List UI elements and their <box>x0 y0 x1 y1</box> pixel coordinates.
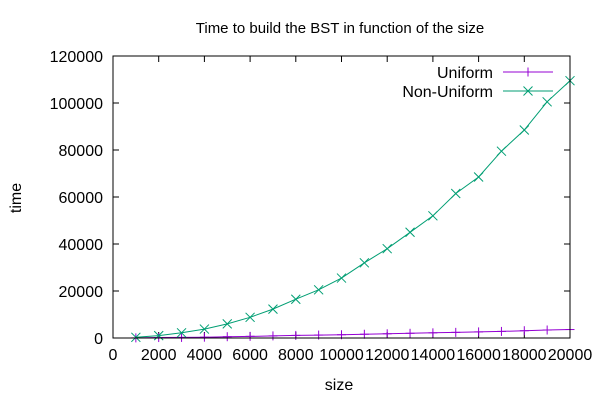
x-tick-label: 0 <box>109 347 118 364</box>
y-tick-label: 60000 <box>59 190 104 207</box>
x-tick-label: 14000 <box>411 347 456 364</box>
data-point-non-uniform <box>336 273 347 283</box>
series-line-non-uniform <box>135 80 571 338</box>
data-point-non-uniform <box>245 312 255 323</box>
legend-label-non-uniform: Non-Uniform <box>402 84 493 101</box>
data-point-non-uniform <box>542 96 553 107</box>
data-point-non-uniform <box>313 284 324 295</box>
x-axis-label: size <box>325 377 354 394</box>
data-point-uniform <box>245 331 255 341</box>
legend-label-uniform: Uniform <box>437 65 493 82</box>
data-point-non-uniform <box>268 304 278 314</box>
data-point-non-uniform <box>496 146 507 157</box>
x-tick-label: 20000 <box>548 347 593 364</box>
data-point-non-uniform <box>382 243 393 254</box>
y-tick-label: 0 <box>94 331 103 348</box>
y-tick-label: 100000 <box>50 96 103 113</box>
data-point-non-uniform <box>153 330 164 341</box>
data-point-uniform <box>268 331 278 341</box>
data-point-uniform <box>359 329 369 339</box>
data-point-uniform <box>474 327 484 337</box>
data-point-non-uniform <box>405 227 415 238</box>
data-point-uniform <box>222 332 232 342</box>
y-tick-label: 120000 <box>50 49 103 66</box>
data-point-non-uniform <box>428 210 438 221</box>
data-point-non-uniform <box>450 188 461 199</box>
data-point-non-uniform <box>222 319 233 329</box>
data-point-uniform <box>199 332 209 342</box>
x-tick-label: 8000 <box>278 347 314 364</box>
data-point-non-uniform <box>290 294 301 305</box>
data-point-uniform <box>177 332 187 342</box>
data-point-non-uniform <box>130 332 141 343</box>
plot-area-frame <box>112 55 571 339</box>
series-line-uniform <box>135 329 571 339</box>
axis-ticks: 0 2000 4000 6000 8000 10000 12000 14000 16000 180… <box>50 49 593 364</box>
legend-marker-uniform <box>523 67 533 77</box>
data-point-non-uniform <box>473 172 484 182</box>
data-point-non-uniform <box>199 324 210 334</box>
data-point-non-uniform <box>519 125 530 135</box>
y-tick-label: 80000 <box>59 143 104 160</box>
data-point-uniform <box>382 329 392 339</box>
x-tick-label: 18000 <box>502 347 547 364</box>
data-point-uniform <box>496 326 506 336</box>
x-tick-label: 4000 <box>187 347 223 364</box>
x-tick-label: 10000 <box>319 347 364 364</box>
x-tick-label: 16000 <box>456 347 501 364</box>
y-tick-label: 40000 <box>59 237 104 254</box>
chart-title: Time to build the BST in function of the… <box>196 20 485 37</box>
data-point-uniform <box>405 328 415 338</box>
data-point-uniform <box>451 327 461 337</box>
x-tick-label: 12000 <box>365 347 410 364</box>
x-tick-label: 2000 <box>141 347 177 364</box>
data-point-non-uniform <box>176 327 187 338</box>
data-point-uniform <box>291 330 301 340</box>
legend-marker-non-uniform <box>523 86 533 96</box>
data-point-uniform <box>428 328 438 338</box>
y-tick-label: 20000 <box>59 284 104 301</box>
y-axis-label: time <box>8 183 25 213</box>
data-point-non-uniform <box>359 257 370 268</box>
x-tick-label: 6000 <box>232 347 268 364</box>
series-layer <box>130 75 575 343</box>
data-point-uniform <box>542 325 552 335</box>
data-point-uniform <box>519 326 529 336</box>
legend: Uniform Non-Uniform <box>402 65 553 101</box>
